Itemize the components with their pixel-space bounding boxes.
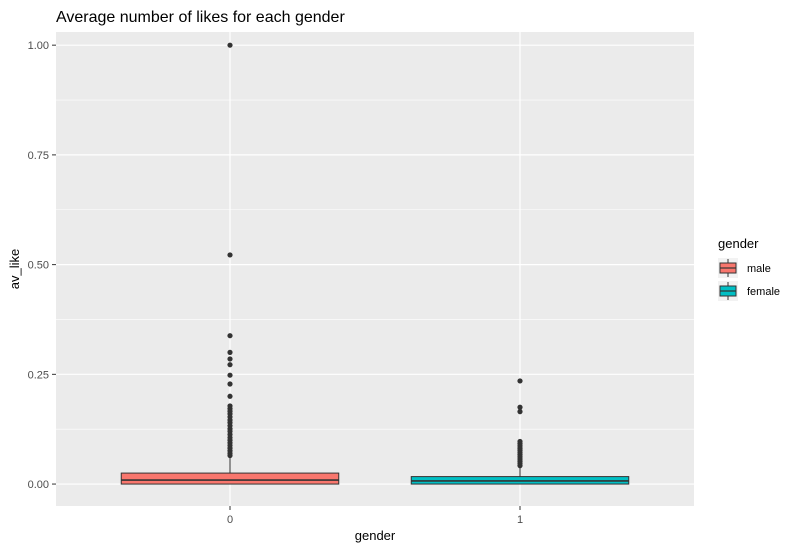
data-marks <box>120 42 630 485</box>
box-male <box>120 472 340 485</box>
outlier-point <box>227 372 233 378</box>
chart-title: Average number of likes for each gender <box>56 9 345 26</box>
y-axis-title: av_like <box>7 249 22 289</box>
outlier-point <box>517 409 523 415</box>
outlier-point <box>227 333 233 339</box>
outlier-point <box>227 252 233 258</box>
x-tick-label: 0 <box>227 514 233 526</box>
outlier-point <box>227 362 233 368</box>
outlier-point <box>227 452 233 459</box>
outlier-point <box>227 349 233 355</box>
outlier-point <box>517 378 523 384</box>
y-tick-label: 0.00 <box>28 479 49 491</box>
box-group-male <box>120 42 340 485</box>
outlier-point <box>517 463 523 469</box>
outlier-point <box>227 381 233 387</box>
outlier-point <box>227 393 233 399</box>
x-axis-title: gender <box>355 528 396 543</box>
legend: gender male female <box>718 236 780 301</box>
x-tick-label: 1 <box>517 514 523 526</box>
outlier-point <box>227 356 233 362</box>
outlier-point <box>227 42 233 48</box>
legend-title: gender <box>718 236 759 251</box>
outlier-point <box>517 404 523 410</box>
y-axis: 0.00 0.25 0.50 0.75 1.00 <box>28 40 56 491</box>
y-tick-label: 0.25 <box>28 369 49 381</box>
y-tick-label: 0.50 <box>28 260 49 272</box>
y-tick-label: 0.75 <box>28 150 49 162</box>
box-group-female <box>410 378 630 485</box>
y-tick-label: 1.00 <box>28 40 49 52</box>
legend-label-male: male <box>747 263 771 275</box>
legend-label-female: female <box>747 286 780 298</box>
plot-panel <box>56 32 694 506</box>
